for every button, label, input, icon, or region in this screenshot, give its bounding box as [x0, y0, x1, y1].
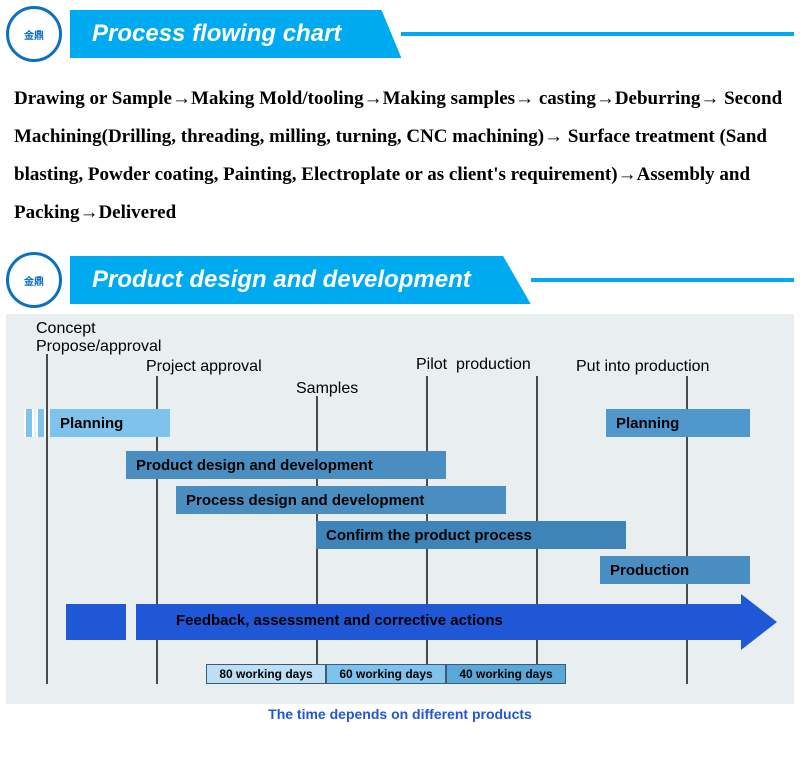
gantt-pre-block — [24, 409, 34, 437]
header2-title: Product design and development — [70, 256, 531, 304]
logo-icon: 金鼎 — [6, 6, 62, 62]
gantt-bar: Production — [600, 556, 750, 584]
header1-tail — [401, 32, 794, 36]
gantt-chart: Concept Propose/approvalProject approval… — [6, 314, 794, 704]
logo-text: 金鼎 — [19, 24, 49, 44]
gantt-arrow-head-icon — [741, 594, 777, 650]
header-process-flow: 金鼎 Process flowing chart — [6, 6, 794, 62]
gantt-milestone: Samples — [296, 380, 358, 398]
header1-title: Process flowing chart — [70, 10, 401, 58]
logo-text: 金鼎 — [19, 270, 49, 290]
process-flow-text: Drawing or Sample→Making Mold/tooling→Ma… — [0, 62, 800, 248]
gantt-bar: Product design and development — [126, 451, 446, 479]
gantt-arrow-pre — [66, 604, 126, 640]
gantt-vline — [46, 354, 48, 684]
gantt-pre-block — [36, 409, 46, 437]
gantt-duration: 40 working days — [446, 664, 566, 684]
header-product-design: 金鼎 Product design and development — [6, 252, 794, 308]
logo-icon: 金鼎 — [6, 252, 62, 308]
gantt-milestone: Project approval — [146, 358, 262, 376]
gantt-bar: Process design and development — [176, 486, 506, 514]
gantt-milestone: Put into production — [576, 358, 709, 376]
gantt-duration: 60 working days — [326, 664, 446, 684]
gantt-duration: 80 working days — [206, 664, 326, 684]
gantt-milestone: Concept Propose/approval — [36, 320, 161, 357]
gantt-bar: Planning — [606, 409, 750, 437]
gantt-arrow-label: Feedback, assessment and corrective acti… — [176, 612, 503, 629]
header2-tail — [531, 278, 794, 282]
gantt-bar: Planning — [50, 409, 170, 437]
gantt-milestone: Pilot production — [416, 356, 531, 374]
footer-note: The time depends on different products — [0, 706, 800, 722]
gantt-bar: Confirm the product process — [316, 521, 626, 549]
